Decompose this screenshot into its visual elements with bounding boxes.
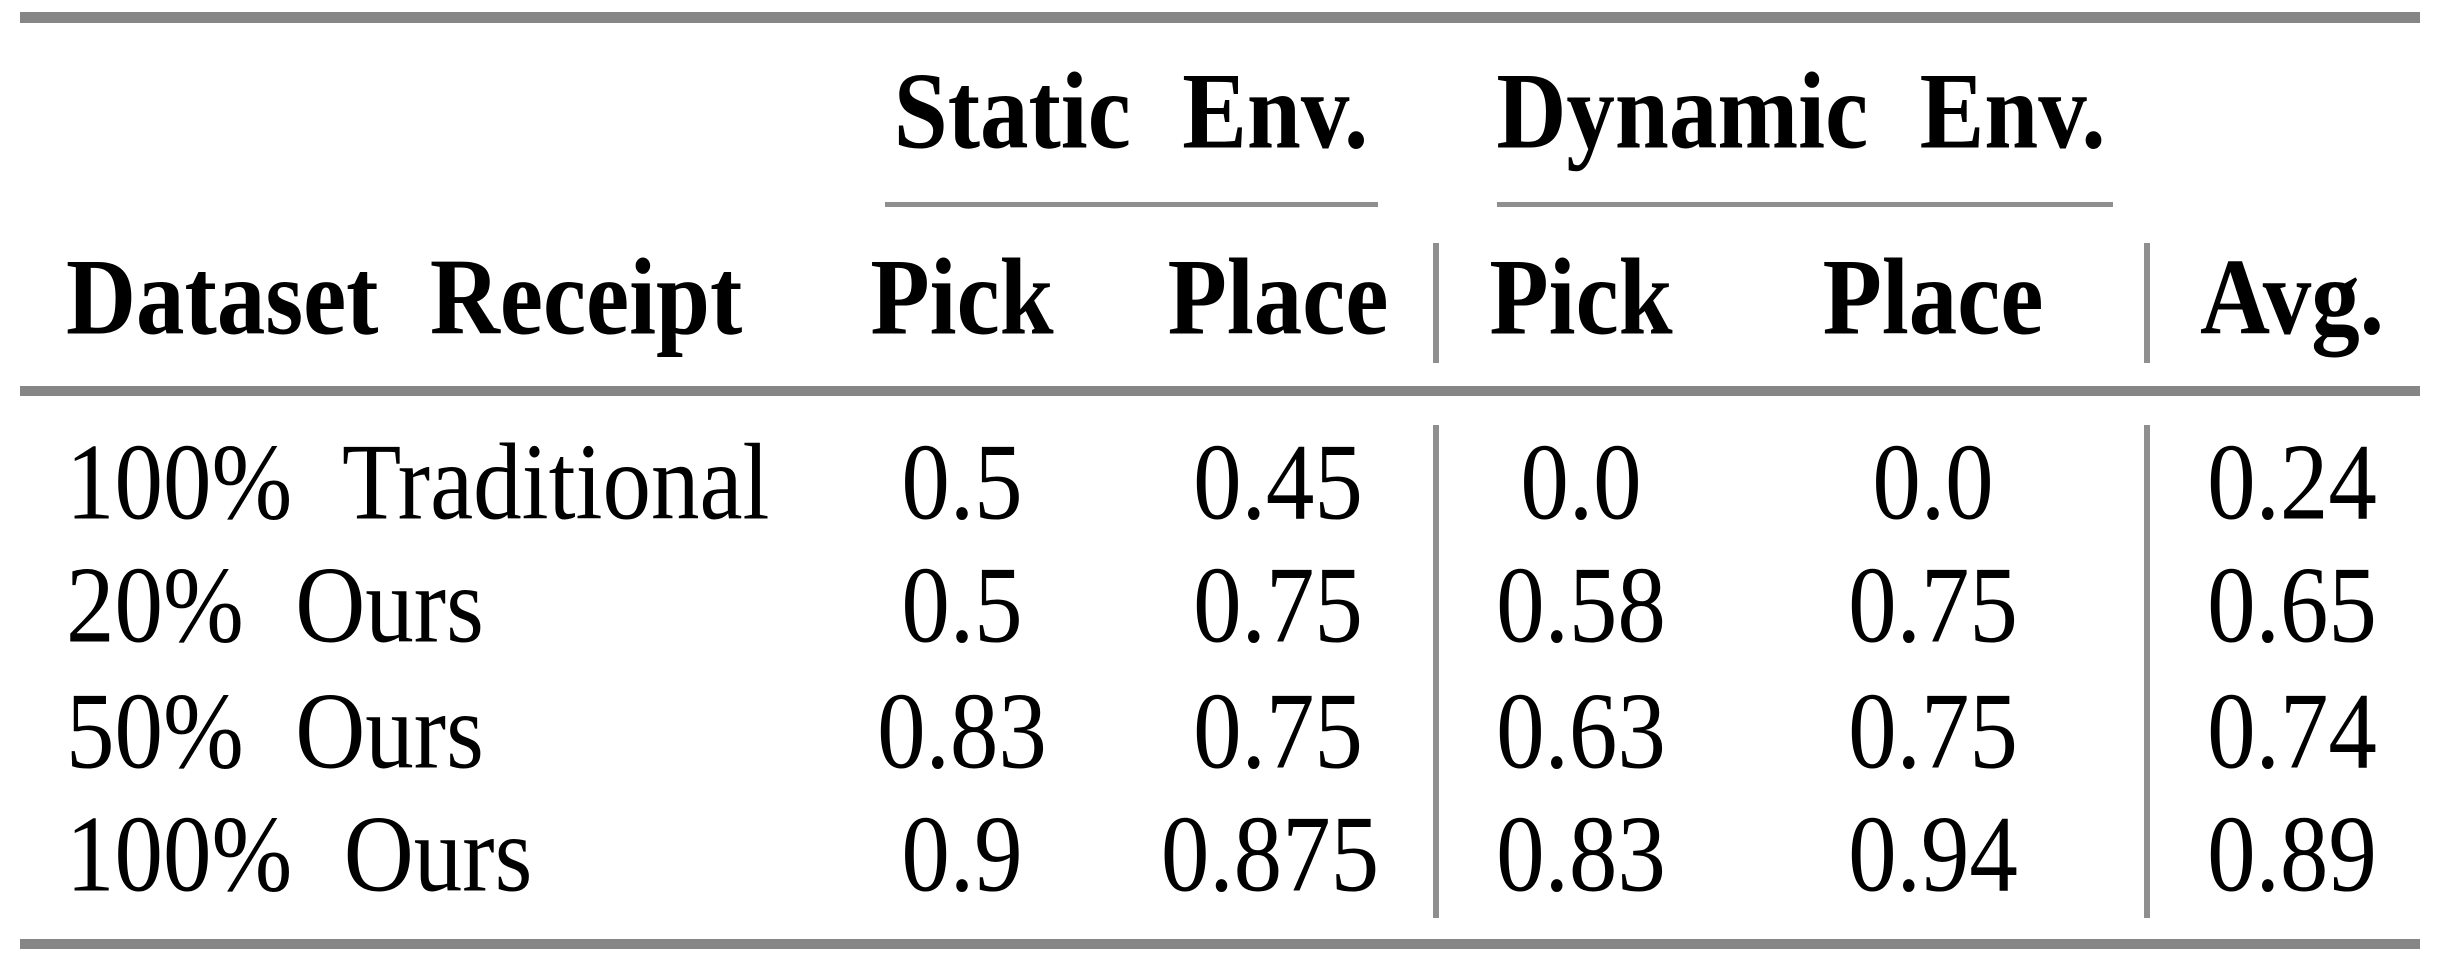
row-label: 20% Ours (66, 545, 484, 665)
cell-static-place: 0.75 (1193, 671, 1363, 791)
col-header-dynamic-place: Place (1822, 237, 2044, 357)
cell-dynamic-pick: 0.0 (1520, 422, 1642, 542)
cell-static-pick: 0.83 (877, 671, 1047, 791)
cell-dynamic-place: 0.75 (1848, 671, 2018, 791)
cell-avg: 0.24 (2207, 422, 2377, 542)
vline-avg-header-segment (2144, 243, 2150, 363)
cell-dynamic-pick: 0.63 (1496, 671, 1666, 791)
cell-static-place: 0.45 (1193, 422, 1363, 542)
group-header-static-env: Static Env. (893, 51, 1369, 171)
group-header-dynamic-env: Dynamic Env. (1496, 51, 2106, 171)
cmidrule-dynamic-env (1497, 202, 2113, 207)
cell-dynamic-pick: 0.58 (1496, 545, 1666, 665)
row-label: 100% Ours (66, 794, 533, 914)
header-body-rule (20, 386, 2420, 396)
col-header-static-place: Place (1167, 237, 1389, 357)
cell-dynamic-place: 0.0 (1872, 422, 1994, 542)
bottom-rule (20, 939, 2420, 949)
vline-avg-body-segment (2144, 425, 2150, 918)
vline-dynamic-group-header-segment (1433, 243, 1439, 363)
vline-dynamic-group-body-segment (1433, 425, 1439, 918)
col-header-avg: Avg. (2199, 237, 2385, 357)
cell-dynamic-place: 0.75 (1848, 545, 2018, 665)
col-header-dataset-receipt: Dataset Receipt (66, 237, 743, 357)
top-rule (20, 12, 2420, 23)
cell-static-pick: 0.5 (901, 545, 1023, 665)
cell-dynamic-place: 0.94 (1848, 794, 2018, 914)
cell-avg: 0.74 (2207, 671, 2377, 791)
cell-static-place: 0.75 (1193, 545, 1363, 665)
cell-avg: 0.65 (2207, 545, 2377, 665)
cell-static-place: 0.875 (1160, 794, 1380, 914)
cell-static-pick: 0.5 (901, 422, 1023, 542)
cell-avg: 0.89 (2207, 794, 2377, 914)
cell-dynamic-pick: 0.83 (1496, 794, 1666, 914)
row-label: 100% Traditional (66, 422, 770, 542)
row-label: 50% Ours (66, 671, 484, 791)
col-header-dynamic-pick: Pick (1489, 237, 1673, 357)
cell-static-pick: 0.9 (901, 794, 1023, 914)
col-header-static-pick: Pick (870, 237, 1054, 357)
cmidrule-static-env (885, 202, 1378, 207)
